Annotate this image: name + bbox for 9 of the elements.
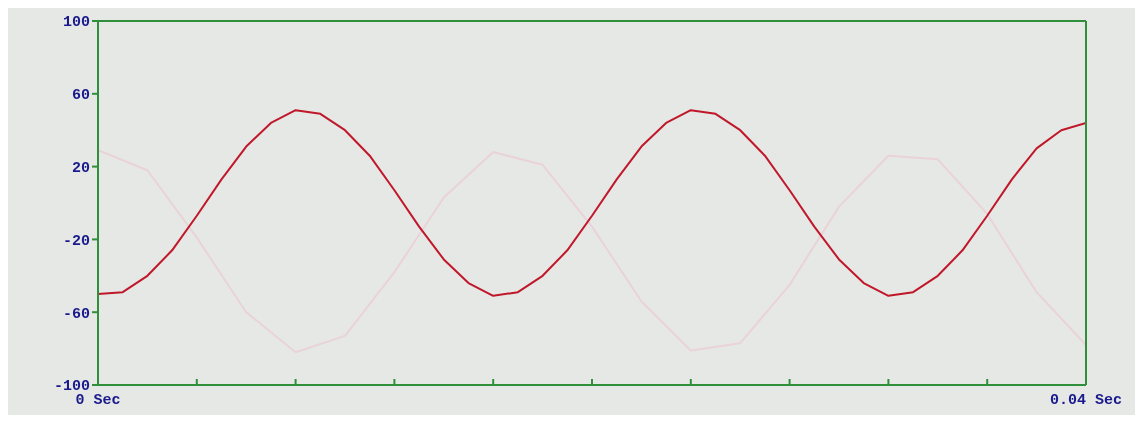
x-tick-label: 0.04 Sec xyxy=(1049,391,1123,409)
line-series xyxy=(98,109,1086,297)
x-tick-label: 0 Sec xyxy=(75,391,121,409)
y-tick-label: -20 xyxy=(62,232,90,250)
y-tick-label: 100 xyxy=(62,14,90,32)
y-tick-label: -60 xyxy=(62,305,90,323)
y-tick-label: 20 xyxy=(71,159,90,177)
line-series xyxy=(98,149,1086,354)
y-tick-label: 60 xyxy=(71,87,90,105)
